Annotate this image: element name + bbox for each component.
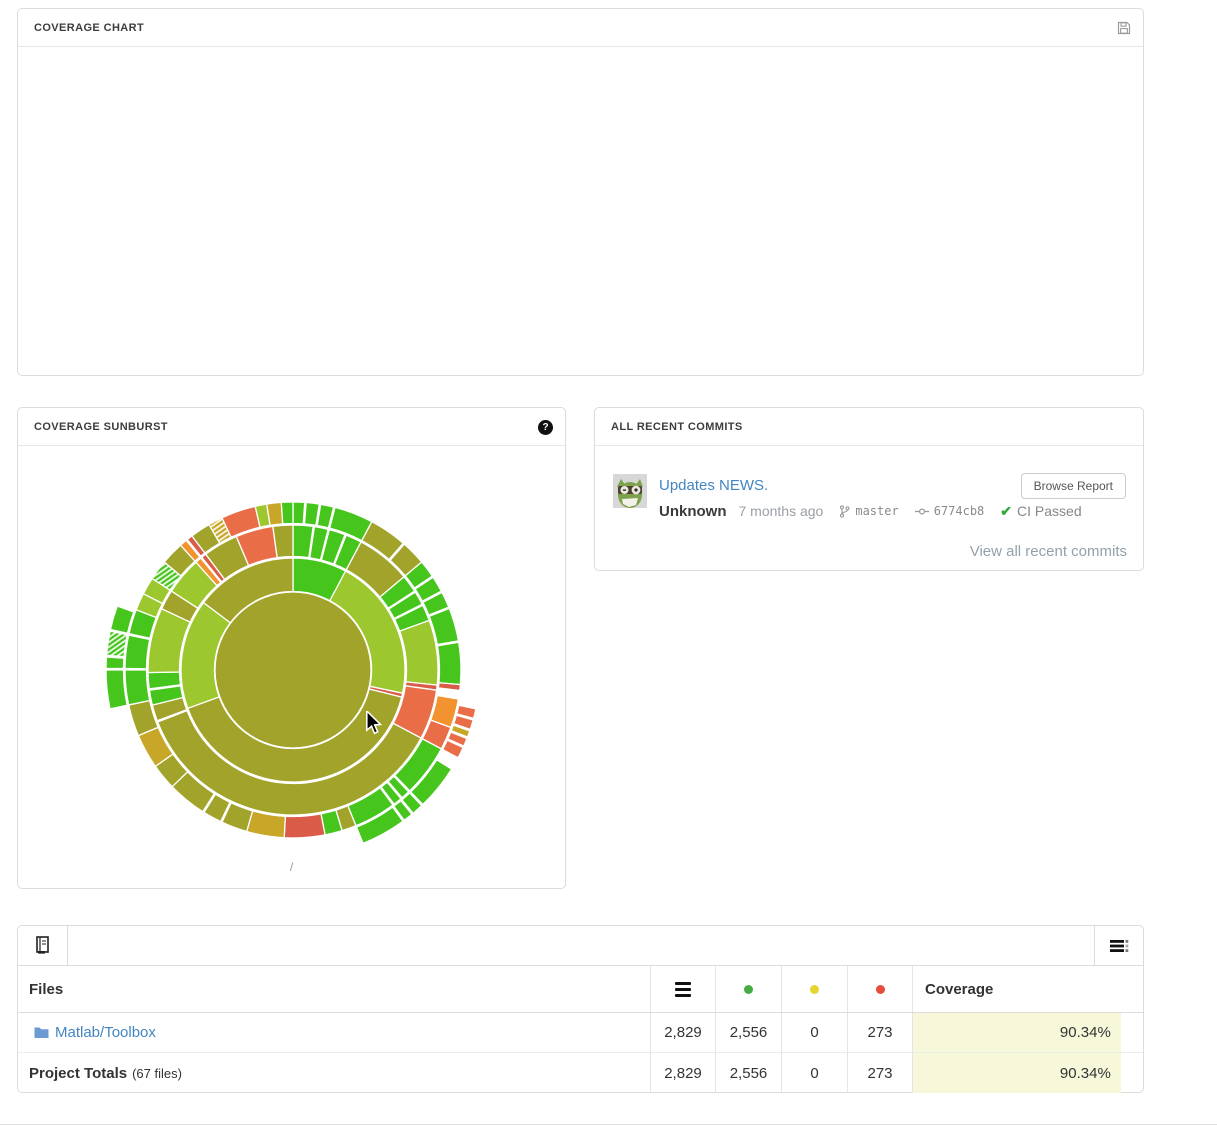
partial-header-cell[interactable]	[781, 966, 847, 1012]
table-toolbar	[18, 926, 1143, 966]
relevant-lines-icon	[675, 981, 691, 997]
sunburst-path-label: /	[289, 860, 294, 874]
files-table-card: Files Coverage Matlab/To	[17, 925, 1144, 1093]
commit-sha: 6774cb8	[933, 504, 985, 518]
commit-meta-row: Unknown 7 months ago master 6774cb8	[659, 501, 1082, 521]
totals-row: Project Totals (67 files) 2,829 2,556 0 …	[18, 1053, 1143, 1093]
coverage-value: 90.34%	[1059, 1064, 1111, 1082]
recent-commits-title: ALL RECENT COMMITS	[611, 420, 743, 433]
commit-branch: master	[855, 504, 899, 518]
totals-name-cell: Project Totals (67 files)	[18, 1053, 650, 1093]
totals-label: Project Totals	[29, 1064, 128, 1082]
recent-commits-header: ALL RECENT COMMITS	[595, 408, 1143, 446]
table-row: Matlab/Toolbox 2,829 2,556 0 273 90.34%	[18, 1013, 1143, 1053]
page-bottom-divider	[0, 1124, 1217, 1125]
coverage-header-cell[interactable]: Coverage	[912, 966, 1143, 1012]
covered-cell: 2,556	[715, 1053, 781, 1093]
coverage-cell: 90.34%	[912, 1013, 1143, 1052]
commit-author-avatar	[613, 474, 647, 508]
mouse-cursor	[366, 711, 383, 735]
ci-status: CI Passed	[1017, 503, 1082, 519]
coverage-chart-body	[18, 47, 1143, 375]
folder-icon	[34, 1027, 49, 1038]
list-settings-icon	[1109, 939, 1128, 952]
partial-cell: 0	[781, 1013, 847, 1052]
file-link[interactable]: Matlab/Toolbox	[55, 1024, 156, 1041]
covered-cell: 2,556	[715, 1013, 781, 1052]
coverage-sunburst-title: COVERAGE SUNBURST	[34, 420, 168, 433]
covered-dot-icon	[744, 984, 753, 994]
coverage-header-label: Coverage	[925, 980, 994, 998]
commit-author: Unknown	[659, 502, 727, 520]
totals-files-count: (67 files)	[132, 1065, 182, 1081]
missed-header-cell[interactable]	[847, 966, 912, 1012]
branch-icon	[839, 504, 850, 518]
missed-dot-icon	[875, 984, 885, 994]
browse-report-button[interactable]: Browse Report	[1020, 473, 1126, 499]
help-icon[interactable]: ?	[538, 419, 553, 435]
coverage-value: 90.34%	[1059, 1024, 1111, 1041]
report-book-button[interactable]	[18, 926, 68, 965]
recent-commits-panel: ALL RECENT COMMITS Updates NEWS. Unknown…	[594, 407, 1144, 571]
relevant-header-cell[interactable]	[650, 966, 715, 1012]
coverage-sunburst-panel: COVERAGE SUNBURST ? /	[17, 407, 566, 889]
ci-passed-check-icon: ✔	[1000, 502, 1013, 519]
partial-cell: 0	[781, 1053, 847, 1093]
coverage-fill-bar: 90.34%	[913, 1013, 1121, 1052]
sunburst-chart[interactable]	[18, 446, 565, 861]
save-chart-icon[interactable]	[1117, 21, 1131, 35]
coverage-cell: 90.34%	[912, 1053, 1143, 1093]
commit-message-link[interactable]: Updates NEWS.	[659, 477, 769, 494]
relevant-cell: 2,829	[650, 1013, 715, 1052]
files-header-label: Files	[29, 980, 64, 998]
file-name-cell[interactable]: Matlab/Toolbox	[18, 1013, 650, 1052]
coverage-fill-bar: 90.34%	[913, 1053, 1121, 1093]
coverage-chart-title: COVERAGE CHART	[34, 21, 145, 34]
table-options-button[interactable]	[1094, 926, 1143, 965]
view-all-commits-link[interactable]: View all recent commits	[969, 543, 1127, 560]
table-header-row: Files Coverage	[18, 966, 1143, 1013]
missed-cell: 273	[847, 1053, 912, 1093]
coverage-sunburst-header: COVERAGE SUNBURST ?	[18, 408, 565, 446]
covered-header-cell[interactable]	[715, 966, 781, 1012]
coverage-chart-panel: COVERAGE CHART	[17, 8, 1144, 376]
relevant-cell: 2,829	[650, 1053, 715, 1093]
commit-time: 7 months ago	[738, 503, 824, 519]
commit-sha-icon	[914, 507, 929, 516]
missed-cell: 273	[847, 1013, 912, 1052]
coverage-chart-header: COVERAGE CHART	[18, 9, 1143, 47]
files-header-cell[interactable]: Files	[18, 966, 650, 1012]
partial-dot-icon	[810, 984, 819, 994]
book-icon	[36, 936, 49, 954]
